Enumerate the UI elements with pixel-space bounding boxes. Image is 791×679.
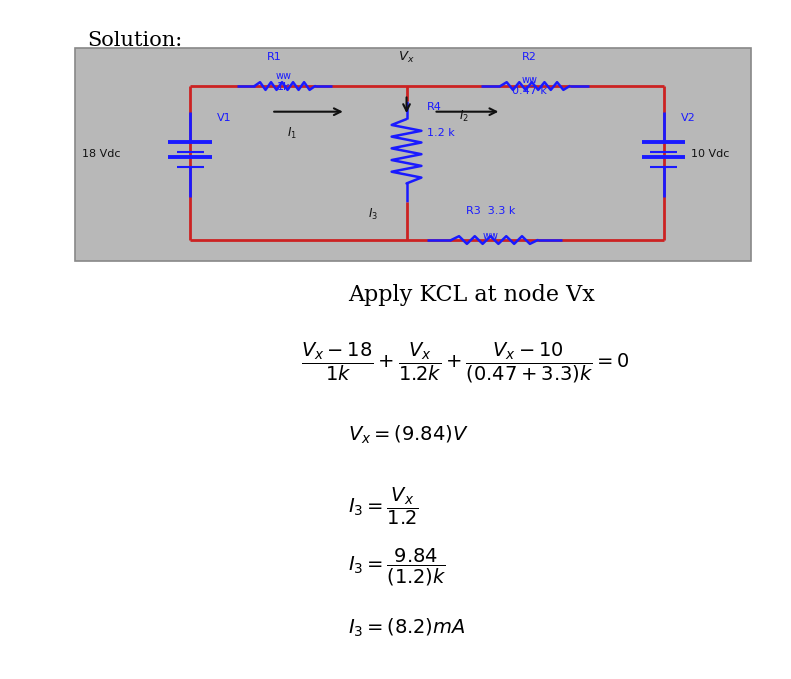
Text: 18 Vdc: 18 Vdc — [82, 149, 120, 160]
Text: 10 Vdc: 10 Vdc — [691, 149, 729, 160]
Text: V1: V1 — [218, 113, 232, 123]
Text: 1.2 k: 1.2 k — [427, 128, 455, 138]
Text: R2: R2 — [522, 52, 537, 62]
Text: R1: R1 — [267, 52, 282, 62]
Text: Apply KCL at node Vx: Apply KCL at node Vx — [348, 285, 595, 306]
Text: $\dfrac{V_x-18}{1k}+\dfrac{V_x}{1.2k}+\dfrac{V_x-10}{(0.47+3.3)k}=0$: $\dfrac{V_x-18}{1k}+\dfrac{V_x}{1.2k}+\d… — [301, 341, 630, 386]
Text: $I_2$: $I_2$ — [459, 109, 469, 124]
Text: ww: ww — [521, 75, 538, 86]
Text: $V_x$: $V_x$ — [398, 50, 414, 65]
Text: V2: V2 — [680, 113, 695, 123]
Text: 0.47 k: 0.47 k — [513, 86, 547, 96]
Text: Solution:: Solution: — [87, 31, 182, 50]
Text: ww: ww — [483, 232, 499, 242]
Text: R4: R4 — [427, 103, 441, 113]
Text: $I_3=(8.2)mA$: $I_3=(8.2)mA$ — [348, 617, 465, 639]
Text: $I_3=\dfrac{V_x}{1.2}$: $I_3=\dfrac{V_x}{1.2}$ — [348, 485, 419, 526]
Text: ww: ww — [275, 71, 291, 81]
Text: $V_x=(9.84)V$: $V_x=(9.84)V$ — [348, 424, 468, 445]
Text: $I_3$: $I_3$ — [368, 207, 378, 222]
Text: 1k: 1k — [277, 81, 290, 92]
Text: R3  3.3 k: R3 3.3 k — [467, 206, 516, 216]
Text: $I_3=\dfrac{9.84}{(1.2)k}$: $I_3=\dfrac{9.84}{(1.2)k}$ — [348, 547, 446, 587]
Text: $I_1$: $I_1$ — [286, 126, 297, 141]
Bar — [75, 48, 751, 261]
